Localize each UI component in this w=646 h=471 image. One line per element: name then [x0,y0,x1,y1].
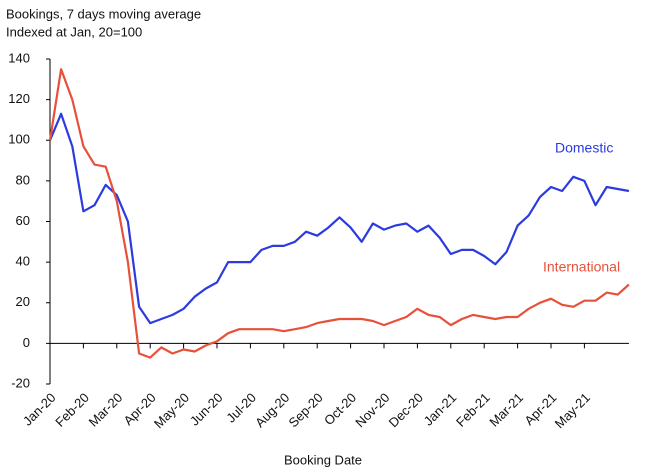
x-tick-label: Mar-20 [86,390,126,430]
x-tick-label: Sep-20 [286,390,326,430]
series-line [48,112,630,325]
x-tick-label: May-21 [552,390,593,431]
series-label: Domestic [555,140,613,156]
series-line [48,68,630,359]
x-tick-label: Jan-21 [421,390,460,429]
x-tick-label: Aug-20 [252,390,292,430]
x-tick-label: May-20 [151,390,192,431]
x-tick-label: Feb-20 [52,390,92,430]
y-tick-label: 20 [16,294,30,309]
x-axis-label: Booking Date [284,452,362,467]
y-tick-label: 120 [8,91,30,106]
x-tick-label: Jan-20 [20,390,59,429]
x-tick-label: Nov-20 [352,390,392,430]
chart-title: Bookings, 7 days moving average [6,6,201,21]
x-tick-label: Mar-21 [486,390,526,430]
y-tick-label: -20 [11,375,30,390]
y-tick-label: 140 [8,50,30,65]
x-tick-label: Oct-20 [321,390,359,428]
y-tick-label: 80 [16,172,30,187]
chart-subtitle: Indexed at Jan, 20=100 [6,24,142,39]
y-tick-label: 0 [23,335,30,350]
series-label: International [543,259,620,275]
y-tick-label: 100 [8,132,30,147]
y-tick-label: 60 [16,213,30,228]
x-tick-label: Jun-20 [187,390,226,429]
x-tick-label: Dec-20 [386,390,426,430]
x-tick-label: Feb-21 [453,390,493,430]
y-tick-label: 40 [16,254,30,269]
